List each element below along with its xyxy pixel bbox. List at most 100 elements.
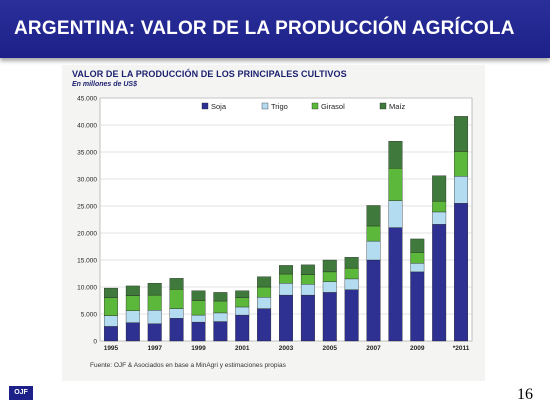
- bar-trigo-2004: [300, 284, 315, 296]
- bar-soja-2010: [432, 224, 447, 342]
- bar-girasol-2011: [454, 151, 469, 177]
- bar-girasol-2004: [300, 274, 315, 285]
- bar-girasol-2007: [366, 225, 381, 242]
- chart-title: VALOR DE LA PRODUCCIÓN DE LOS PRINCIPALE…: [72, 69, 347, 79]
- bar-trigo-2000: [213, 312, 228, 322]
- bar-trigo-2002: [257, 297, 272, 309]
- bar-soja-2004: [300, 294, 315, 342]
- bar-trigo-1995: [103, 315, 118, 327]
- bar-soja-2000: [213, 321, 228, 342]
- bar-trigo-1997: [147, 310, 162, 324]
- bar-soja-2005: [322, 292, 337, 342]
- bar-girasol-1995: [103, 297, 118, 316]
- bar-maz-2003: [279, 265, 293, 275]
- bar-girasol-1998: [169, 288, 184, 309]
- bar-maz-1998: [169, 278, 184, 290]
- bar-trigo-1998: [169, 308, 184, 319]
- bar-maz-1995: [103, 287, 118, 298]
- bar-girasol-2009: [410, 252, 425, 264]
- y-tick-label: 5.000: [81, 312, 98, 319]
- y-tick-label: 15.000: [77, 258, 97, 265]
- x-tick-label: 2009: [410, 345, 425, 352]
- legend-swatch-girasol: [311, 102, 319, 110]
- bar-trigo-2006: [344, 278, 359, 290]
- x-tick-label: 1997: [147, 345, 162, 352]
- legend-label: Trigo: [271, 102, 288, 111]
- bar-girasol-1996: [125, 295, 140, 311]
- bar-soja-1997: [147, 323, 162, 342]
- bar-trigo-2005: [322, 281, 337, 293]
- bar-girasol-2008: [388, 168, 403, 201]
- x-tick-label: 2007: [366, 345, 381, 352]
- y-tick-label: 25.000: [77, 204, 97, 211]
- bar-maz-2001: [235, 290, 250, 298]
- legend-swatch-maz: [379, 102, 387, 110]
- x-tick-label: 1995: [104, 345, 119, 352]
- y-tick-label: 45.000: [77, 96, 97, 103]
- bar-girasol-2003: [279, 273, 293, 284]
- bar-trigo-2010: [432, 211, 447, 225]
- bar-maz-2008: [388, 141, 403, 169]
- legend-label: Maíz: [389, 102, 406, 111]
- bar-soja-2001: [235, 314, 250, 342]
- bar-maz-2004: [300, 264, 315, 275]
- slide-header: ARGENTINA: VALOR DE LA PRODUCCIÓN AGRÍCO…: [0, 0, 550, 58]
- y-tick-label: 30.000: [77, 177, 97, 184]
- bar-soja-2009: [410, 271, 425, 342]
- y-tick-label: 20.000: [77, 231, 97, 238]
- bar-soja-1999: [191, 321, 206, 342]
- bar-soja-2008: [388, 227, 403, 342]
- y-tick-label: 35.000: [77, 150, 97, 157]
- bar-maz-2011: [454, 116, 469, 152]
- bar-soja-2007: [366, 259, 381, 342]
- bar-trigo-2008: [388, 200, 403, 228]
- chart-subtitle: En millones de US$: [72, 81, 137, 88]
- bar-maz-1997: [147, 283, 162, 296]
- y-tick-label: 10.000: [77, 285, 97, 292]
- bar-girasol-2010: [432, 200, 447, 213]
- bar-trigo-2007: [366, 240, 381, 261]
- bar-trigo-1999: [191, 314, 206, 323]
- y-tick-label: 0: [93, 339, 97, 346]
- bar-girasol-2006: [344, 267, 359, 280]
- bar-soja-2002: [257, 308, 272, 342]
- bar-maz-1999: [191, 290, 206, 301]
- bar-girasol-1999: [191, 300, 206, 316]
- x-tick-label: 2003: [279, 345, 294, 352]
- legend-swatch-soja: [201, 102, 209, 110]
- bar-trigo-2003: [279, 283, 293, 296]
- bar-girasol-2002: [257, 286, 272, 298]
- bar-maz-2010: [432, 175, 447, 202]
- chart-source: Fuente: OJF & Asociados en base a MinAgr…: [90, 362, 286, 369]
- bar-maz-2007: [366, 205, 381, 227]
- slide-title: ARGENTINA: VALOR DE LA PRODUCCIÓN AGRÍCO…: [14, 18, 515, 39]
- stacked-bar-chart: 0 5.000 10.000 15.000 20.000 25.000 30.000 35.0…: [77, 96, 473, 352]
- bar-girasol-1997: [147, 294, 162, 311]
- bar-maz-2000: [213, 292, 228, 302]
- bar-soja-2003: [279, 294, 293, 342]
- legend-label: Girasol: [321, 102, 345, 111]
- bar-girasol-2001: [235, 297, 250, 308]
- bar-maz-2009: [410, 238, 425, 253]
- bar-girasol-2000: [213, 300, 228, 314]
- bar-trigo-1996: [125, 310, 140, 323]
- x-tick-label: 2001: [235, 345, 250, 352]
- x-tick-label: 1999: [191, 345, 206, 352]
- bar-maz-1996: [125, 285, 140, 296]
- bar-trigo-2001: [235, 306, 250, 316]
- x-tick-label: 2005: [323, 345, 338, 352]
- ojf-logo: OJF: [9, 386, 33, 400]
- bar-maz-2005: [322, 259, 337, 273]
- bar-soja-1995: [103, 326, 118, 342]
- bar-girasol-2005: [322, 271, 337, 282]
- y-tick-label: 40.000: [77, 123, 97, 130]
- legend-swatch-trigo: [261, 102, 269, 110]
- bar-maz-2006: [344, 257, 359, 269]
- bar-soja-1998: [169, 318, 184, 342]
- bar-soja-2006: [344, 289, 359, 342]
- legend-label: Soja: [211, 102, 227, 111]
- x-tick-label: *2011: [453, 345, 470, 352]
- bar-maz-2002: [257, 276, 272, 288]
- page-number: 16: [517, 386, 533, 403]
- bar-trigo-2009: [410, 263, 425, 273]
